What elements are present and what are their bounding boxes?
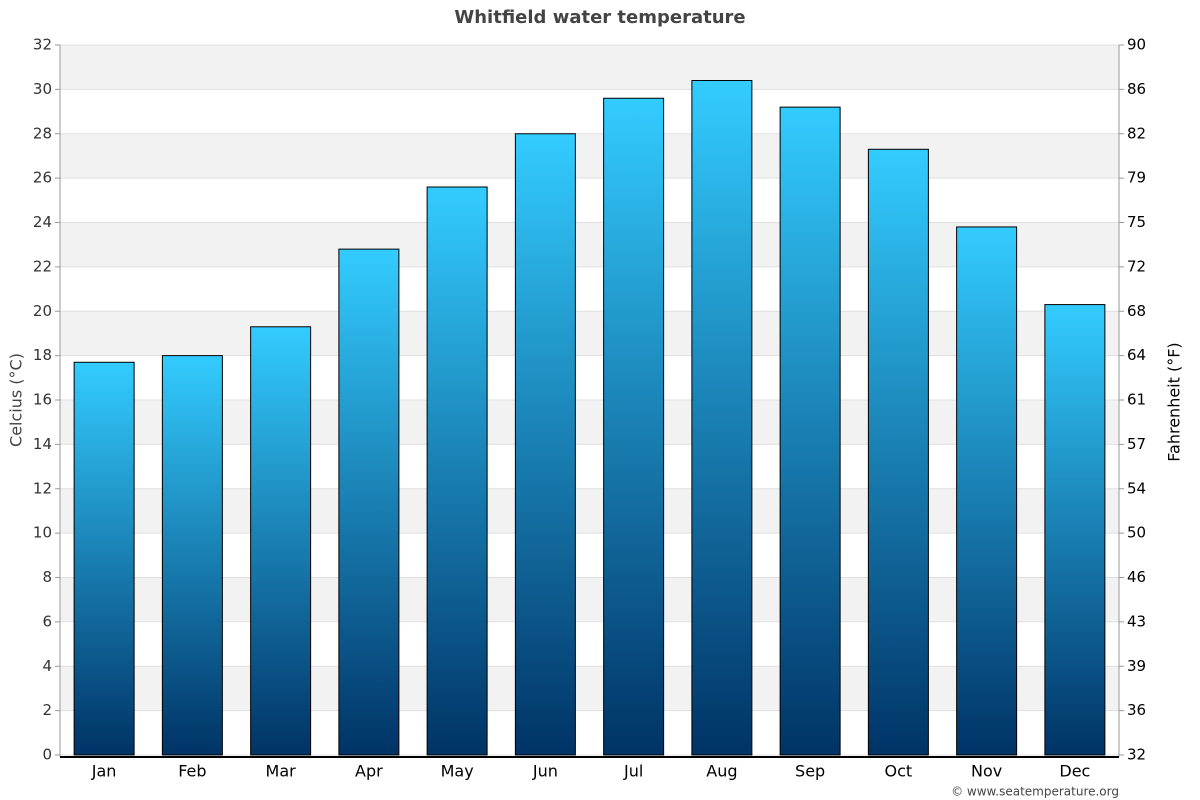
grid-band <box>60 222 1119 267</box>
y-tick-label: 22 <box>33 257 52 275</box>
y-axis-label: Celcius (°C) <box>7 353 26 447</box>
y2-tick-label: 64 <box>1127 346 1146 364</box>
x-tick-label: Mar <box>266 762 297 781</box>
y2-axis-label: Fahrenheit (°F) <box>1165 342 1184 461</box>
y2-tick-label: 79 <box>1127 169 1146 187</box>
y-tick-label: 26 <box>33 169 52 187</box>
grid-band <box>60 311 1119 356</box>
x-tick-label: Oct <box>885 762 913 781</box>
grid-band <box>60 400 1119 445</box>
bar <box>691 80 753 756</box>
x-tick-label: Apr <box>355 762 383 781</box>
y2-tick-label: 50 <box>1127 524 1146 542</box>
y2-tick-label: 32 <box>1127 746 1146 764</box>
bar <box>514 133 576 756</box>
x-tick-label: Jul <box>623 762 643 781</box>
bar <box>1044 304 1106 756</box>
x-tick-label: Jan <box>91 762 117 781</box>
y2-tick-label: 39 <box>1127 657 1146 675</box>
y2-tick-label: 68 <box>1127 302 1146 320</box>
y2-tick-label: 46 <box>1127 568 1146 586</box>
y2-tick-label: 90 <box>1127 36 1146 54</box>
y-tick-label: 4 <box>42 657 52 675</box>
credit: © www.seatemperature.org <box>951 785 1119 799</box>
bar <box>161 355 223 756</box>
y-tick-label: 2 <box>42 701 52 719</box>
x-tick-label: Jun <box>532 762 558 781</box>
y-tick-label: 0 <box>42 746 52 764</box>
bar <box>956 226 1018 756</box>
y-tick-label: 30 <box>33 80 52 98</box>
bar <box>867 148 929 756</box>
chart-title: Whitfield water temperature <box>454 7 745 28</box>
y-tick-label: 28 <box>33 124 52 142</box>
y-tick-label: 20 <box>33 302 52 320</box>
y-tick-label: 12 <box>33 479 52 497</box>
x-tick-label: May <box>441 762 474 781</box>
y-tick-label: 24 <box>33 213 52 231</box>
y2-tick-label: 82 <box>1127 124 1146 142</box>
y2-tick-label: 43 <box>1127 612 1146 630</box>
bar <box>426 186 488 756</box>
x-tick-label: Aug <box>706 762 737 781</box>
y2-tick-label: 75 <box>1127 213 1146 231</box>
y-tick-label: 16 <box>33 391 52 409</box>
x-tick-label: Dec <box>1059 762 1090 781</box>
bar <box>338 248 400 756</box>
y2-tick-label: 72 <box>1127 257 1146 275</box>
y2-tick-label: 86 <box>1127 80 1146 98</box>
bar <box>73 361 135 756</box>
y-tick-label: 14 <box>33 435 52 453</box>
y2-tick-label: 36 <box>1127 701 1146 719</box>
y2-tick-label: 61 <box>1127 391 1146 409</box>
y2-tick-label: 57 <box>1127 435 1146 453</box>
bar <box>603 97 665 756</box>
x-tick-label: Sep <box>795 762 825 781</box>
y-tick-label: 32 <box>33 36 52 54</box>
grid-band <box>60 488 1119 534</box>
y-tick-label: 18 <box>33 346 52 364</box>
y2-tick-label: 54 <box>1127 479 1146 497</box>
y-tick-label: 6 <box>42 612 52 630</box>
y-tick-label: 8 <box>42 568 52 586</box>
grid-band <box>60 133 1119 179</box>
x-tick-label: Nov <box>971 762 1002 781</box>
bar <box>250 326 312 756</box>
bar <box>779 106 841 756</box>
x-tick-label: Feb <box>178 762 206 781</box>
grid-band <box>60 45 1119 90</box>
grid-band <box>60 577 1119 622</box>
y-tick-label: 10 <box>33 524 52 542</box>
grid-band <box>60 666 1119 711</box>
